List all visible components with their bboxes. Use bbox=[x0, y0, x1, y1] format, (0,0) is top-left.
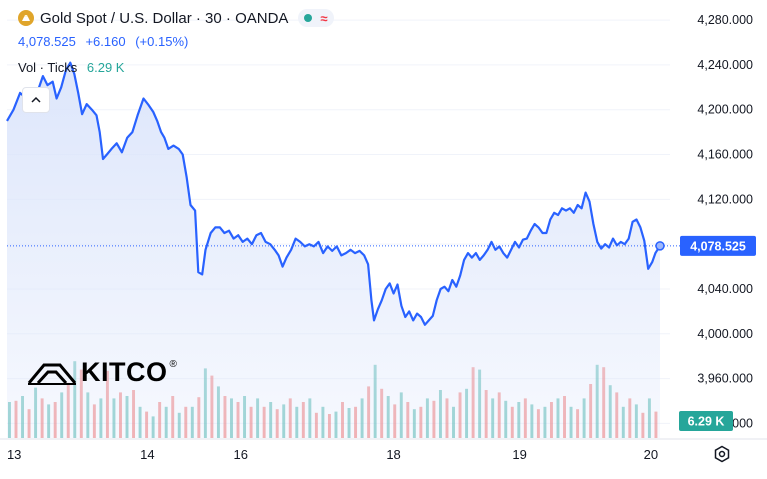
y-tick-label: 4,160.000 bbox=[697, 148, 753, 162]
last-price-dot bbox=[655, 241, 665, 251]
x-tick-label: 20 bbox=[644, 447, 658, 462]
x-tick-label: 13 bbox=[7, 447, 21, 462]
kitco-mountain-icon bbox=[27, 363, 77, 385]
price-readout: 4,078.525 +6.160 (+0.15%) bbox=[18, 34, 194, 49]
price-line bbox=[6, 61, 661, 326]
volume-label: Vol · Ticks bbox=[18, 60, 78, 75]
settings-hexagon-icon bbox=[714, 445, 730, 463]
y-tick-label: 3,960.000 bbox=[697, 372, 753, 386]
volume-tag-label: 6.29 K bbox=[688, 415, 725, 429]
kitco-logo: KITCO ® bbox=[27, 357, 177, 388]
volume-value: 6.29 K bbox=[86, 60, 125, 75]
last-price-tag bbox=[680, 235, 756, 256]
x-tick-label: 14 bbox=[140, 447, 154, 462]
market-status-pill[interactable]: ≈ bbox=[298, 9, 334, 27]
x-tick-label: 18 bbox=[386, 447, 400, 462]
y-tick-label: 4,200.000 bbox=[697, 103, 753, 117]
last-price: 4,078.525 bbox=[18, 34, 76, 49]
kitco-reg-mark: ® bbox=[169, 359, 177, 370]
chart-settings-button[interactable] bbox=[711, 443, 733, 465]
market-open-icon bbox=[304, 14, 313, 22]
last-price-tag-label: 4,078.525 bbox=[690, 239, 746, 253]
delayed-data-icon: ≈ bbox=[320, 10, 328, 26]
y-tick-label: 4,120.000 bbox=[697, 192, 753, 206]
chart-title-row: Gold Spot / U.S. Dollar · 30 · OANDA ≈ bbox=[18, 8, 334, 28]
x-axis: 13 14 16 18 19 20 bbox=[0, 438, 767, 462]
price-change: +6.160 bbox=[85, 34, 126, 49]
x-tick-label: 19 bbox=[512, 447, 526, 462]
volume-legend[interactable]: Vol · Ticks 6.29 K bbox=[18, 60, 124, 75]
y-tick-label: 4,040.000 bbox=[697, 282, 753, 296]
collapse-legend-button[interactable] bbox=[22, 87, 50, 113]
price-tags: 4,078.525 6.29 K bbox=[679, 235, 756, 431]
y-axis: 4,280.000 4,240.000 4,200.000 4,160.000 4,12… bbox=[697, 13, 753, 430]
chevron-up-icon bbox=[31, 96, 41, 103]
kitco-wordmark: KITCO bbox=[81, 357, 168, 387]
y-tick-label: 4,280.000 bbox=[697, 13, 753, 27]
x-tick-label: 16 bbox=[234, 447, 248, 462]
gold-bars-icon bbox=[18, 10, 34, 26]
y-tick-label: 4,240.000 bbox=[697, 58, 753, 72]
volume-tag bbox=[679, 411, 733, 431]
symbol-title[interactable]: Gold Spot / U.S. Dollar · 30 · OANDA bbox=[40, 9, 289, 27]
y-tick-label: 4,000.000 bbox=[697, 327, 753, 341]
price-change-percent: (+0.15%) bbox=[135, 34, 189, 49]
